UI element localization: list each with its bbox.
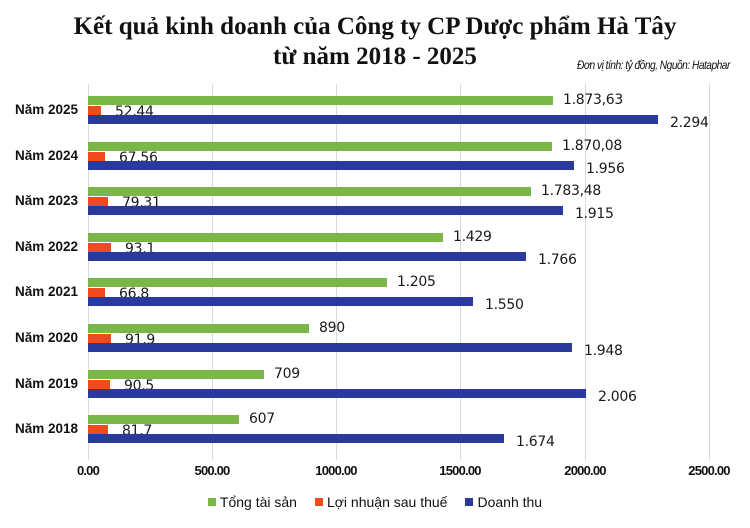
- gridline: [585, 84, 586, 460]
- data-label: 890: [319, 320, 345, 336]
- chart-subtitle: từ năm 2018 - 2025: [273, 43, 477, 70]
- bar-net-profit: [88, 425, 108, 434]
- data-label: 1.205: [397, 274, 436, 290]
- bar-total-assets: [88, 187, 531, 196]
- bar-revenue: [88, 389, 586, 398]
- bar-total-assets: [88, 278, 387, 287]
- data-label: 1.550: [485, 297, 524, 313]
- bar-revenue: [88, 343, 572, 352]
- data-label: 1.870,08: [562, 138, 622, 154]
- bar-net-profit: [88, 288, 105, 297]
- legend-label: Tổng tài sản: [219, 494, 297, 510]
- legend-label: Lợi nhuận sau thuế: [326, 494, 448, 510]
- bar-total-assets: [88, 142, 552, 151]
- bar-net-profit: [88, 152, 105, 161]
- bar-net-profit: [88, 243, 111, 252]
- unit-source-note: Đơn vị tính: tỷ đồng, Nguồn: Hataphar: [577, 58, 730, 72]
- legend-item-net-profit: Lợi nhuận sau thuế: [314, 494, 448, 510]
- data-label: 709: [274, 366, 300, 382]
- legend: Tổng tài sản Lợi nhuận sau thuế Doanh th…: [0, 494, 750, 510]
- x-tick-label: 0.00: [76, 463, 100, 478]
- x-tick-label: 500.00: [194, 463, 231, 478]
- legend-label: Doanh thu: [477, 494, 543, 510]
- data-label: 2.006: [598, 389, 637, 405]
- data-label: 1.674: [516, 434, 555, 450]
- data-label: 1.948: [584, 343, 623, 359]
- gridline: [336, 84, 337, 460]
- bar-total-assets: [88, 370, 264, 379]
- gridline: [709, 84, 710, 460]
- data-label: 1.429: [453, 229, 492, 245]
- bar-revenue: [88, 297, 473, 306]
- x-tick-label: 1500.00: [439, 463, 481, 478]
- data-label: 1.915: [575, 206, 614, 222]
- y-category-label: Năm 2019: [14, 376, 78, 391]
- y-category-label: Năm 2021: [14, 284, 78, 299]
- bar-revenue: [88, 434, 504, 443]
- bar-total-assets: [88, 96, 553, 105]
- legend-swatch-red: [314, 498, 323, 506]
- bar-revenue: [88, 161, 574, 170]
- bar-revenue: [88, 115, 658, 124]
- data-label: 1.766: [538, 252, 577, 268]
- x-tick-label: 2000.00: [564, 463, 606, 478]
- x-tick-label: 2500.00: [688, 463, 730, 478]
- chart-title: Kết quả kinh doanh của Công ty CP Dược p…: [73, 13, 677, 40]
- y-category-label: Năm 2023: [14, 193, 78, 208]
- bar-revenue: [88, 206, 563, 215]
- legend-swatch-blue: [465, 498, 474, 506]
- legend-item-total-assets: Tổng tài sản: [207, 494, 297, 510]
- y-category-label: Năm 2025: [14, 102, 78, 117]
- y-category-label: Năm 2022: [14, 239, 78, 254]
- data-label: 1.873,63: [563, 92, 623, 108]
- bar-revenue: [88, 252, 526, 261]
- legend-item-revenue: Doanh thu: [465, 494, 542, 510]
- x-tick-label: 1000.00: [315, 463, 357, 478]
- bar-net-profit: [88, 197, 108, 206]
- gridline: [460, 84, 461, 460]
- bar-total-assets: [88, 415, 239, 424]
- y-category-label: Năm 2024: [14, 148, 78, 163]
- data-label: 2.294: [670, 115, 709, 131]
- legend-swatch-green: [207, 498, 216, 506]
- data-label: 1.783,48: [541, 183, 601, 199]
- bar-net-profit: [88, 334, 111, 343]
- bar-total-assets: [88, 233, 443, 242]
- bar-net-profit: [88, 106, 101, 115]
- gridline: [88, 84, 89, 460]
- bar-total-assets: [88, 324, 309, 333]
- gridline: [212, 84, 213, 460]
- data-label: 1.956: [586, 161, 625, 177]
- y-category-label: Năm 2018: [14, 421, 78, 436]
- y-category-label: Năm 2020: [14, 330, 78, 345]
- data-label: 607: [249, 411, 275, 427]
- bar-net-profit: [88, 380, 110, 389]
